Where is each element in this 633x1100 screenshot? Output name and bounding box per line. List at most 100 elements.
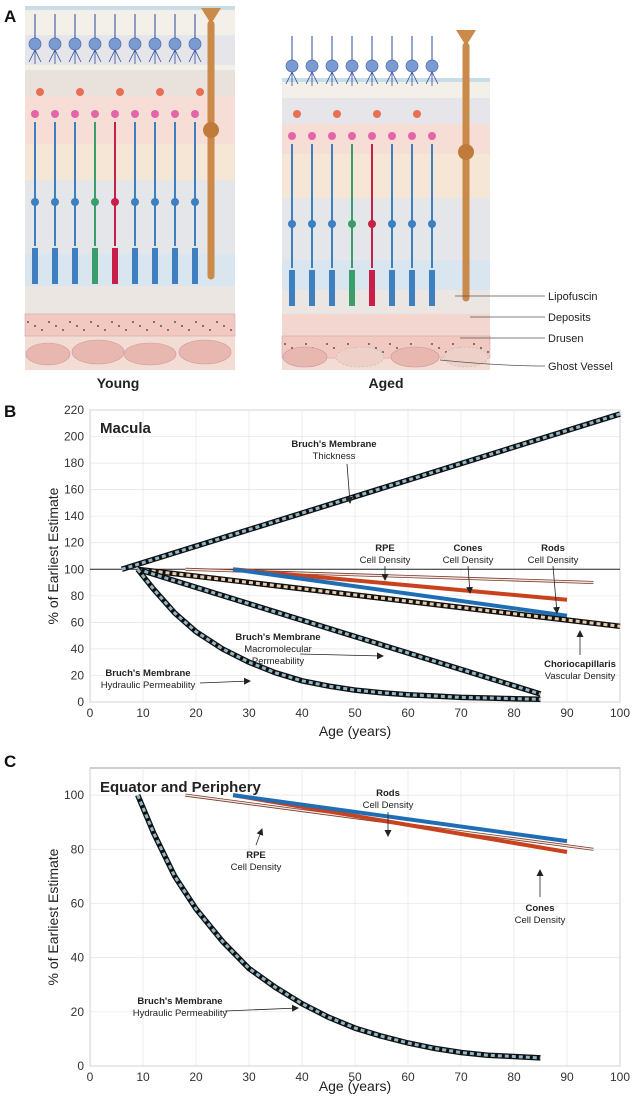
ganglion-cell [385, 59, 399, 73]
series-bm_macromolecular-stripes [137, 567, 541, 696]
annotation-bold-label: Cones [453, 543, 482, 554]
photoreceptor-outer-segment [52, 248, 58, 284]
x-tick-label: 90 [560, 706, 574, 720]
muller-endfoot [456, 30, 476, 46]
pigment-granule [223, 325, 225, 327]
y-tick-label: 80 [71, 589, 85, 603]
y-tick-label: 20 [71, 668, 85, 682]
pigment-granule [209, 329, 211, 331]
photoreceptor-outer-segment [32, 248, 38, 284]
annotation-label: Hydraulic Permeability [101, 680, 196, 691]
photoreceptor-nucleus [428, 220, 436, 228]
annotation-bold-label: RPE [375, 543, 395, 554]
y-tick-label: 180 [64, 456, 84, 470]
pigment-granule [188, 329, 190, 331]
photoreceptor-nucleus [308, 220, 316, 228]
dendrite [168, 49, 182, 64]
pigment-granule [118, 325, 120, 327]
ganglion-cell [48, 37, 62, 51]
annotation-label: Macromolecular [244, 644, 312, 655]
tick-labels: 0 10 20 30 40 50 60 70 80 90 100 0 20 40 60 80 100 120 140… [64, 403, 630, 720]
x-tick-label: 100 [610, 1070, 630, 1084]
bipolar-cell [151, 110, 159, 118]
ganglion-cell [188, 37, 202, 51]
pigment-granule [230, 329, 232, 331]
aged-retina-illustration [281, 30, 491, 370]
series-bm_hydraulic-stripes [136, 568, 541, 701]
dendrite [425, 71, 439, 86]
bipolar-cell [171, 110, 179, 118]
y-tick-label: 220 [64, 403, 84, 417]
pigment-granule [146, 329, 148, 331]
young-retina-illustration [24, 6, 236, 370]
x-tick-label: 0 [87, 706, 94, 720]
photoreceptor-outer-segment [329, 270, 335, 306]
photoreceptor-nucleus [388, 220, 396, 228]
pigment-granule [83, 329, 85, 331]
x-tick-label: 100 [610, 706, 630, 720]
rpe-layer [281, 335, 491, 359]
bipolar-cell [71, 110, 79, 118]
annotation-bold-label: Cones [525, 903, 554, 914]
x-tick-label: 90 [560, 1070, 574, 1084]
pigment-granule [111, 321, 113, 323]
pigment-granule [347, 343, 349, 345]
amacrine-cell [76, 88, 84, 96]
photoreceptor-outer-segment [172, 248, 178, 284]
y-tick-label: 100 [64, 562, 84, 576]
young-choroid-vessels [25, 339, 232, 366]
x-tick-label: 70 [454, 706, 468, 720]
y-tick-label: 140 [64, 509, 84, 523]
bipolar-cell [388, 132, 396, 140]
x-axis-title: Age (years) [319, 723, 391, 739]
panel-a-letter: A [4, 7, 16, 26]
young-caption: Young [97, 375, 140, 391]
annotation-label: Hydraulic Permeability [133, 1008, 228, 1019]
muller-nucleus [203, 122, 219, 138]
series-rods-line [232, 567, 568, 618]
aged-cells [281, 30, 491, 359]
ganglion-cell [148, 37, 162, 51]
ganglion-cell [405, 59, 419, 73]
y-tick-label: 60 [71, 896, 85, 910]
pigment-granule [291, 347, 293, 349]
pigment-granule [396, 347, 398, 349]
label-drusen: Drusen [548, 333, 583, 345]
chart-title: Macula [100, 420, 152, 437]
tick-labels: 0 10 20 30 40 50 60 70 80 90 100 0 20 40 60 80 100 [64, 788, 630, 1084]
dendrite [48, 49, 62, 64]
pigment-granule [181, 325, 183, 327]
bipolar-cell [131, 110, 139, 118]
dendrite [285, 71, 299, 86]
pigment-granule [389, 343, 391, 345]
x-tick-label: 80 [507, 1070, 521, 1084]
photoreceptor-outer-segment [409, 270, 415, 306]
photoreceptor-nucleus [91, 198, 99, 206]
x-tick-label: 60 [401, 1070, 415, 1084]
photoreceptor-nucleus [348, 220, 356, 228]
ganglion-cell [128, 37, 142, 51]
photoreceptor-outer-segment [112, 248, 118, 284]
photoreceptor-outer-segment [369, 270, 375, 306]
ganglion-cell [425, 59, 439, 73]
gridlines [89, 409, 621, 703]
bipolar-cell [91, 110, 99, 118]
y-tick-label: 0 [77, 1059, 84, 1073]
muller-endfoot [201, 8, 221, 24]
ganglion-cell [28, 37, 42, 51]
y-tick-label: 20 [71, 1005, 85, 1019]
x-tick-label: 60 [401, 706, 415, 720]
amacrine-cell [156, 88, 164, 96]
bipolar-cell [348, 132, 356, 140]
dendrite [28, 49, 42, 64]
gridlines [89, 768, 621, 1067]
pigment-granule [34, 325, 36, 327]
photoreceptor-nucleus [191, 198, 199, 206]
pigment-granule [382, 351, 384, 353]
annotation-bold-label: Bruch's Membrane [137, 996, 222, 1007]
